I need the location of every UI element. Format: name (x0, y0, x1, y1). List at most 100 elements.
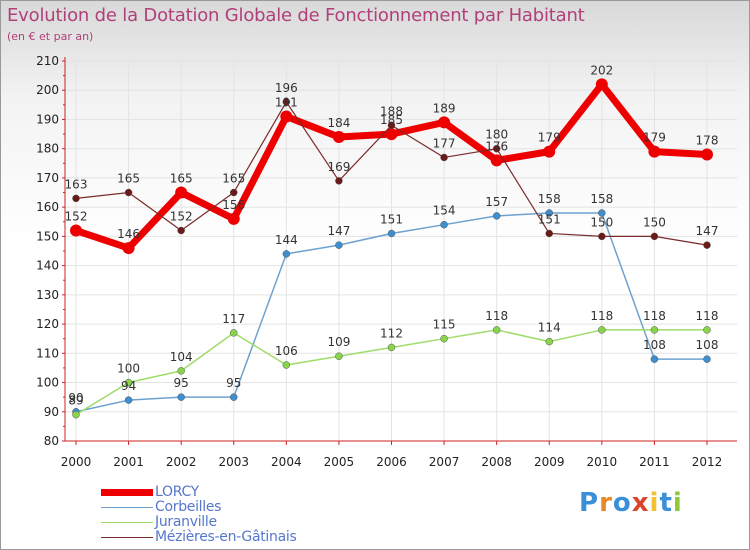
data-point (70, 224, 82, 237)
data-label: 165 (170, 172, 193, 186)
logo-letter: P (579, 488, 600, 518)
data-point (598, 232, 606, 241)
data-label: 188 (380, 104, 403, 118)
data-point (335, 177, 343, 185)
data-point (72, 194, 80, 203)
data-point (280, 110, 293, 123)
logo-letter: i (649, 488, 660, 518)
data-label: 178 (696, 134, 719, 148)
data-point (230, 188, 238, 197)
data-label: 152 (170, 210, 193, 224)
data-point (598, 326, 606, 334)
logo-letter: o (612, 488, 632, 518)
legend: LORCY Corbeilles Juranville Mézières-en-Gât… (101, 484, 297, 545)
data-point (124, 188, 133, 197)
legend-label: LORCY (155, 484, 199, 500)
chart-title: Evolution de la Dotation Globale de Fonc… (7, 5, 585, 26)
y-tick-label: 140 (36, 259, 59, 273)
x-axis-ticks: 2000 2001 2002 2003 2004 2005 2006 2007 2008 2009… (61, 455, 723, 469)
data-label: 185 (380, 113, 403, 127)
x-tick-label: 2011 (639, 455, 670, 469)
data-label: 165 (222, 172, 245, 186)
x-tick-label: 2000 (61, 455, 92, 469)
logo-letter: i (672, 488, 683, 518)
logo-letter: x (631, 488, 650, 518)
data-point (650, 355, 659, 363)
data-point (282, 250, 291, 258)
data-label: 118 (643, 309, 666, 323)
axes (62, 57, 737, 445)
data-label: 150 (590, 215, 613, 229)
data-label: 108 (696, 338, 719, 352)
y-tick-label: 120 (36, 317, 59, 331)
data-point (177, 393, 185, 401)
data-label: 104 (170, 350, 193, 364)
legend-swatch (101, 521, 153, 524)
data-point (230, 329, 238, 337)
data-point (335, 241, 343, 249)
data-point (595, 78, 608, 91)
data-label: 189 (433, 101, 456, 115)
data-point (650, 232, 659, 241)
data-point (177, 367, 185, 375)
data-label: 152 (65, 210, 88, 224)
data-label: 180 (485, 128, 508, 142)
data-point (703, 326, 711, 334)
series-group (70, 78, 713, 419)
data-point (230, 393, 238, 401)
y-axis-ticks: 80 90 100 110 120 130 140 150 160 170 180 190 200 210 (36, 54, 59, 448)
legend-swatch (101, 506, 153, 509)
data-point (440, 153, 448, 162)
data-label: 196 (275, 81, 298, 95)
y-tick-label: 190 (36, 112, 59, 126)
logo-letter: t (659, 488, 673, 518)
data-label: 90 (68, 391, 83, 405)
data-label: 151 (380, 212, 403, 226)
legend-label: Mézières-en-Gâtinais (155, 529, 297, 545)
data-point (543, 145, 556, 158)
data-point (701, 148, 713, 161)
legend-swatch (101, 536, 153, 539)
data-label: 165 (117, 172, 140, 186)
data-point (72, 410, 80, 419)
data-labels: 152 146 165 156 191 184 185 189 176 179 202 179 178 9… (65, 63, 719, 407)
data-point (650, 326, 659, 334)
data-label: 112 (380, 326, 403, 340)
data-label: 94 (121, 379, 136, 393)
x-tick-label: 2002 (166, 455, 197, 469)
data-point (545, 337, 553, 346)
data-point (492, 326, 501, 334)
y-tick-label: 160 (36, 200, 59, 214)
data-label: 157 (485, 195, 508, 209)
x-tick-label: 2001 (113, 455, 144, 469)
data-label: 100 (117, 362, 140, 376)
x-tick-label: 2007 (429, 455, 460, 469)
x-tick-label: 2005 (324, 455, 355, 469)
legend-item: Juranville (101, 515, 296, 530)
data-point (598, 209, 606, 217)
data-label: 108 (643, 338, 666, 352)
data-point (440, 334, 448, 343)
data-point (122, 242, 135, 255)
data-label: 169 (327, 160, 350, 174)
y-tick-label: 100 (36, 376, 59, 390)
legend-label: Juranville (155, 514, 217, 530)
x-tick-label: 2010 (587, 455, 618, 469)
x-tick-label: 2012 (692, 455, 723, 469)
data-label: 109 (327, 335, 350, 349)
x-tick-label: 2004 (271, 455, 302, 469)
y-tick-label: 80 (44, 434, 59, 448)
data-point (177, 226, 185, 235)
data-label: 179 (538, 131, 561, 145)
data-label: 146 (117, 227, 140, 241)
data-point (124, 378, 133, 387)
data-label: 156 (222, 198, 245, 212)
y-tick-label: 170 (36, 171, 59, 185)
x-tick-label: 2008 (481, 455, 512, 469)
data-label: 191 (275, 96, 298, 110)
data-point (335, 352, 343, 360)
data-label: 154 (433, 204, 456, 218)
data-label: 179 (643, 131, 666, 145)
